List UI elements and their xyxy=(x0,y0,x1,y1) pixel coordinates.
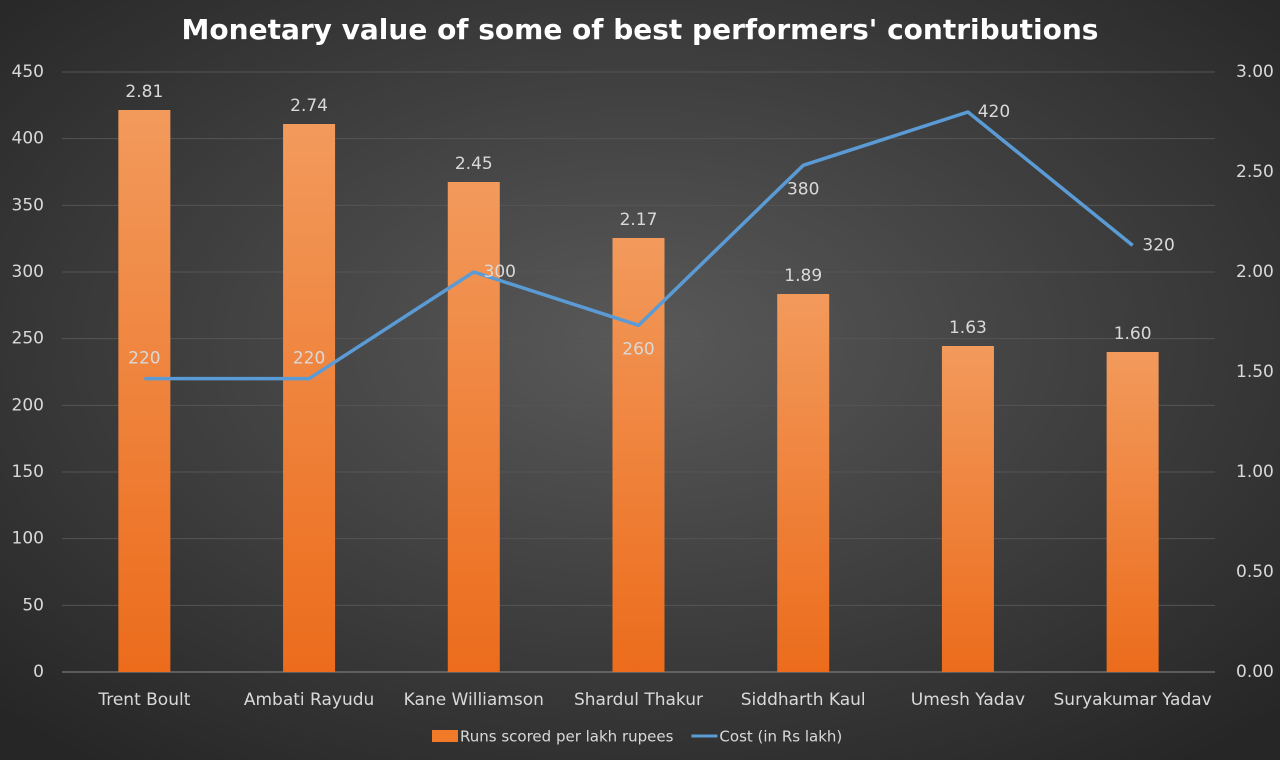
x-tick-label: Suryakumar Yadav xyxy=(1054,690,1212,710)
y-tick-label: 150 xyxy=(12,462,44,482)
bar-value-label: 1.63 xyxy=(949,318,987,338)
line-value-label: 220 xyxy=(293,349,325,369)
x-tick-label: Shardul Thakur xyxy=(574,690,703,710)
y-tick-label: 300 xyxy=(12,262,44,282)
y2-tick-label: 0.50 xyxy=(1236,562,1274,582)
bar xyxy=(612,238,665,672)
bar-value-label: 2.45 xyxy=(455,154,493,174)
y-tick-label: 200 xyxy=(12,395,44,415)
line-value-label: 380 xyxy=(787,179,819,199)
y-tick-label: 0 xyxy=(33,662,44,682)
x-tick-label: Kane Williamson xyxy=(404,690,544,710)
x-tick-label: Ambati Rayudu xyxy=(244,690,374,710)
bar xyxy=(283,124,336,672)
line-value-label: 320 xyxy=(1142,235,1174,255)
legend-swatch xyxy=(432,730,458,742)
y-tick-label: 50 xyxy=(22,595,44,615)
legend-label: Runs scored per lakh rupees xyxy=(460,728,674,746)
chart-title: Monetary value of some of best performer… xyxy=(182,13,1099,46)
y2-tick-label: 0.00 xyxy=(1236,662,1274,682)
line xyxy=(144,110,1134,381)
y2-tick-label: 2.00 xyxy=(1236,262,1274,282)
line-value-label: 260 xyxy=(622,339,654,359)
bar-value-label: 1.89 xyxy=(784,266,822,286)
bar xyxy=(941,346,994,672)
x-tick-label: Umesh Yadav xyxy=(911,690,1025,710)
y2-tick-label: 2.50 xyxy=(1236,162,1274,182)
x-tick-label: Trent Boult xyxy=(97,690,190,710)
y2-tick-label: 3.00 xyxy=(1236,62,1274,82)
y-tick-label: 100 xyxy=(12,529,44,549)
bar-value-label: 2.74 xyxy=(290,96,328,116)
legend-label: Cost (in Rs lakh) xyxy=(719,728,842,746)
x-tick-label: Siddharth Kaul xyxy=(741,690,866,710)
bar xyxy=(118,110,171,672)
bar-value-label: 2.17 xyxy=(620,210,658,230)
y2-tick-label: 1.00 xyxy=(1236,462,1274,482)
bar xyxy=(1106,352,1159,672)
bar xyxy=(777,294,830,672)
bar-value-label: 1.60 xyxy=(1114,324,1152,344)
y-tick-label: 250 xyxy=(12,329,44,349)
bar-value-label: 2.81 xyxy=(125,82,163,102)
bar xyxy=(447,182,500,672)
line-value-label: 300 xyxy=(484,262,516,282)
y2-tick-label: 1.50 xyxy=(1236,362,1274,382)
line-value-label: 220 xyxy=(128,349,160,369)
y-tick-label: 450 xyxy=(12,62,44,82)
y-tick-label: 400 xyxy=(12,129,44,149)
y-tick-label: 350 xyxy=(12,195,44,215)
line-value-label: 420 xyxy=(978,102,1010,122)
